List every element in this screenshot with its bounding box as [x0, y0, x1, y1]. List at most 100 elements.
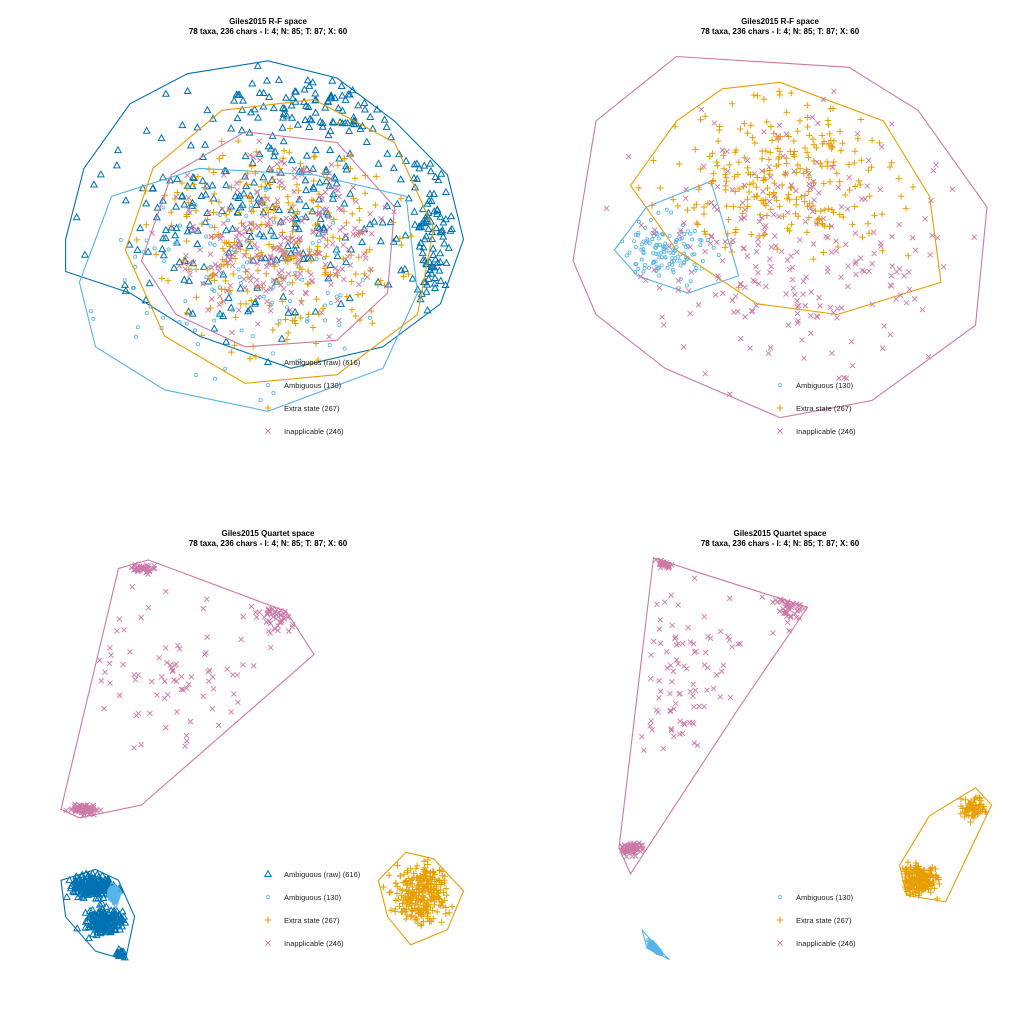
data-point [771, 193, 778, 200]
data-point [794, 320, 801, 326]
data-point [730, 203, 737, 210]
data-point [299, 216, 304, 221]
data-point [642, 277, 649, 284]
data-point [323, 318, 328, 323]
data-point [168, 222, 175, 229]
hull-outline [377, 851, 465, 946]
data-point [667, 708, 674, 715]
data-point [80, 889, 89, 897]
data-point [197, 246, 203, 253]
data-point [372, 201, 379, 209]
data-point [447, 224, 457, 233]
data-point [234, 90, 243, 98]
data-point [846, 174, 853, 181]
data-point [669, 196, 677, 203]
data-point [866, 192, 873, 200]
data-point [656, 694, 662, 701]
data-point [659, 263, 664, 268]
data-point [315, 178, 324, 186]
data-point [820, 96, 826, 103]
data-point [821, 206, 829, 214]
data-point [208, 233, 215, 240]
data-point [656, 677, 662, 684]
data-point [331, 174, 340, 182]
data-point [248, 227, 255, 235]
data-point [242, 181, 251, 189]
data-point [300, 85, 309, 93]
data-point [677, 258, 682, 263]
data-point [410, 160, 419, 168]
data-point [800, 291, 806, 298]
data-point [282, 111, 291, 119]
panel-quartet-space-all: Giles2015 Quartet space 78 taxa, 236 cha… [60, 529, 465, 961]
data-point [90, 882, 99, 890]
data-point [279, 298, 286, 305]
data-point [292, 312, 299, 319]
data-point [361, 270, 368, 278]
data-point [381, 282, 388, 289]
data-point [692, 687, 699, 694]
data-point [352, 225, 358, 232]
data-point [427, 896, 434, 904]
data-point [362, 137, 371, 146]
data-point [858, 157, 865, 164]
data-point [386, 217, 395, 226]
data-point [318, 118, 327, 127]
data-point [362, 172, 369, 179]
data-point [116, 918, 125, 926]
data-point [161, 205, 166, 210]
data-point [276, 220, 283, 227]
data-point [738, 216, 745, 222]
data-point [238, 96, 248, 104]
data-point [356, 205, 363, 212]
data-point [413, 862, 421, 870]
data-point [268, 285, 274, 292]
data-point [794, 303, 801, 310]
data-point [747, 345, 753, 351]
data-point [325, 214, 332, 221]
legend-label: Extra state (267) [284, 404, 340, 413]
data-point [831, 88, 837, 95]
data-point [81, 917, 90, 925]
data-point [789, 276, 796, 283]
data-point [796, 237, 803, 243]
data-point [383, 201, 392, 209]
data-point [790, 285, 797, 292]
data-point [295, 249, 302, 256]
data-point [786, 266, 793, 273]
data-point [405, 886, 412, 894]
data-point [663, 241, 668, 246]
data-point [382, 122, 391, 130]
data-point [97, 916, 106, 924]
data-point [411, 905, 418, 912]
data-point [908, 880, 916, 888]
data-point [253, 252, 261, 260]
data-point [845, 283, 851, 290]
data-point [313, 295, 320, 303]
data-point [752, 278, 758, 285]
data-point [906, 286, 913, 293]
series-ambiguous_raw [60, 868, 136, 961]
data-point [834, 315, 840, 321]
data-point [741, 120, 748, 127]
data-point [87, 919, 96, 927]
data-point [427, 196, 436, 205]
data-point [446, 909, 453, 916]
data-point [800, 278, 807, 285]
data-point [297, 314, 304, 322]
data-point [183, 685, 190, 691]
data-point [209, 674, 216, 680]
data-point [178, 223, 183, 228]
data-point [148, 678, 155, 685]
data-point [428, 889, 435, 896]
data-point [325, 290, 330, 295]
data-point [199, 262, 209, 270]
data-point [687, 688, 694, 695]
data-point [904, 252, 912, 259]
data-point [316, 250, 323, 257]
legend-label: Extra state (267) [796, 404, 852, 413]
data-point [246, 355, 254, 362]
data-point [243, 174, 249, 180]
data-point [402, 877, 410, 884]
data-point [927, 880, 935, 888]
